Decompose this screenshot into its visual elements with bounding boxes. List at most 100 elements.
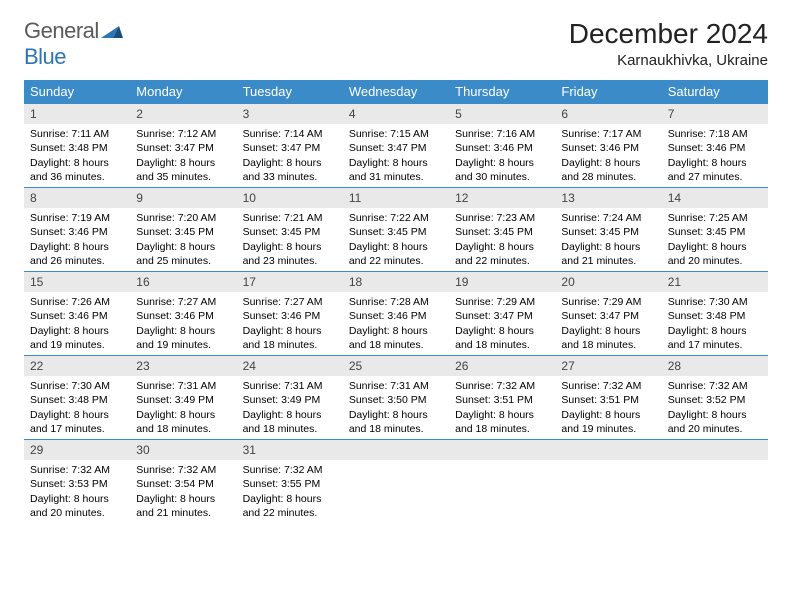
day-number: 24 <box>237 356 343 376</box>
sunset-line: Sunset: 3:51 PM <box>561 393 655 407</box>
day-number: 28 <box>662 356 768 376</box>
daylight-line: Daylight: 8 hours and 23 minutes. <box>243 240 337 268</box>
daylight-line: Daylight: 8 hours and 19 minutes. <box>136 324 230 352</box>
sunrise-line: Sunrise: 7:29 AM <box>455 295 549 309</box>
empty-day <box>343 440 449 460</box>
calendar-cell <box>662 440 768 524</box>
sunset-line: Sunset: 3:54 PM <box>136 477 230 491</box>
day-body: Sunrise: 7:32 AMSunset: 3:55 PMDaylight:… <box>237 460 343 522</box>
calendar-row: 8Sunrise: 7:19 AMSunset: 3:46 PMDaylight… <box>24 188 768 272</box>
sunset-line: Sunset: 3:47 PM <box>561 309 655 323</box>
sunrise-line: Sunrise: 7:27 AM <box>243 295 337 309</box>
daylight-line: Daylight: 8 hours and 18 minutes. <box>136 408 230 436</box>
daylight-line: Daylight: 8 hours and 36 minutes. <box>30 156 124 184</box>
sunset-line: Sunset: 3:46 PM <box>30 225 124 239</box>
calendar-cell: 16Sunrise: 7:27 AMSunset: 3:46 PMDayligh… <box>130 272 236 356</box>
sunset-line: Sunset: 3:48 PM <box>30 393 124 407</box>
calendar-cell: 20Sunrise: 7:29 AMSunset: 3:47 PMDayligh… <box>555 272 661 356</box>
day-number: 5 <box>449 104 555 124</box>
day-body: Sunrise: 7:27 AMSunset: 3:46 PMDaylight:… <box>237 292 343 354</box>
day-body: Sunrise: 7:18 AMSunset: 3:46 PMDaylight:… <box>662 124 768 186</box>
day-number: 13 <box>555 188 661 208</box>
sunset-line: Sunset: 3:45 PM <box>136 225 230 239</box>
month-title: December 2024 <box>569 18 768 50</box>
day-body: Sunrise: 7:31 AMSunset: 3:50 PMDaylight:… <box>343 376 449 438</box>
day-body: Sunrise: 7:32 AMSunset: 3:54 PMDaylight:… <box>130 460 236 522</box>
sunrise-line: Sunrise: 7:31 AM <box>136 379 230 393</box>
daylight-line: Daylight: 8 hours and 33 minutes. <box>243 156 337 184</box>
calendar-cell: 11Sunrise: 7:22 AMSunset: 3:45 PMDayligh… <box>343 188 449 272</box>
title-block: December 2024 Karnaukhivka, Ukraine <box>569 18 768 69</box>
calendar-table: Sunday Monday Tuesday Wednesday Thursday… <box>24 80 768 524</box>
calendar-cell <box>343 440 449 524</box>
calendar-cell: 24Sunrise: 7:31 AMSunset: 3:49 PMDayligh… <box>237 356 343 440</box>
day-body: Sunrise: 7:30 AMSunset: 3:48 PMDaylight:… <box>662 292 768 354</box>
sunset-line: Sunset: 3:45 PM <box>668 225 762 239</box>
day-number: 11 <box>343 188 449 208</box>
daylight-line: Daylight: 8 hours and 22 minutes. <box>455 240 549 268</box>
day-number: 20 <box>555 272 661 292</box>
weekday-header: Sunday <box>24 80 130 104</box>
daylight-line: Daylight: 8 hours and 31 minutes. <box>349 156 443 184</box>
logo-mark-icon <box>101 18 123 43</box>
daylight-line: Daylight: 8 hours and 25 minutes. <box>136 240 230 268</box>
daylight-line: Daylight: 8 hours and 30 minutes. <box>455 156 549 184</box>
daylight-line: Daylight: 8 hours and 35 minutes. <box>136 156 230 184</box>
sunset-line: Sunset: 3:46 PM <box>561 141 655 155</box>
sunset-line: Sunset: 3:48 PM <box>668 309 762 323</box>
day-body: Sunrise: 7:30 AMSunset: 3:48 PMDaylight:… <box>24 376 130 438</box>
daylight-line: Daylight: 8 hours and 18 minutes. <box>243 408 337 436</box>
daylight-line: Daylight: 8 hours and 22 minutes. <box>349 240 443 268</box>
calendar-row: 22Sunrise: 7:30 AMSunset: 3:48 PMDayligh… <box>24 356 768 440</box>
day-number: 15 <box>24 272 130 292</box>
calendar-cell: 25Sunrise: 7:31 AMSunset: 3:50 PMDayligh… <box>343 356 449 440</box>
sunrise-line: Sunrise: 7:18 AM <box>668 127 762 141</box>
daylight-line: Daylight: 8 hours and 20 minutes. <box>668 240 762 268</box>
daylight-line: Daylight: 8 hours and 18 minutes. <box>455 324 549 352</box>
sunrise-line: Sunrise: 7:31 AM <box>349 379 443 393</box>
day-number: 30 <box>130 440 236 460</box>
daylight-line: Daylight: 8 hours and 21 minutes. <box>136 492 230 520</box>
calendar-cell: 21Sunrise: 7:30 AMSunset: 3:48 PMDayligh… <box>662 272 768 356</box>
day-number: 1 <box>24 104 130 124</box>
sunset-line: Sunset: 3:49 PM <box>136 393 230 407</box>
empty-day <box>662 440 768 460</box>
day-number: 7 <box>662 104 768 124</box>
sunset-line: Sunset: 3:48 PM <box>30 141 124 155</box>
calendar-cell: 29Sunrise: 7:32 AMSunset: 3:53 PMDayligh… <box>24 440 130 524</box>
daylight-line: Daylight: 8 hours and 26 minutes. <box>30 240 124 268</box>
daylight-line: Daylight: 8 hours and 27 minutes. <box>668 156 762 184</box>
day-number: 22 <box>24 356 130 376</box>
calendar-cell <box>449 440 555 524</box>
day-number: 21 <box>662 272 768 292</box>
day-body: Sunrise: 7:20 AMSunset: 3:45 PMDaylight:… <box>130 208 236 270</box>
sunset-line: Sunset: 3:46 PM <box>136 309 230 323</box>
daylight-line: Daylight: 8 hours and 17 minutes. <box>668 324 762 352</box>
sunrise-line: Sunrise: 7:16 AM <box>455 127 549 141</box>
day-number: 25 <box>343 356 449 376</box>
day-number: 12 <box>449 188 555 208</box>
calendar-cell: 2Sunrise: 7:12 AMSunset: 3:47 PMDaylight… <box>130 104 236 188</box>
day-body: Sunrise: 7:32 AMSunset: 3:51 PMDaylight:… <box>555 376 661 438</box>
day-number: 10 <box>237 188 343 208</box>
calendar-cell: 4Sunrise: 7:15 AMSunset: 3:47 PMDaylight… <box>343 104 449 188</box>
day-number: 9 <box>130 188 236 208</box>
calendar-cell: 9Sunrise: 7:20 AMSunset: 3:45 PMDaylight… <box>130 188 236 272</box>
day-number: 29 <box>24 440 130 460</box>
weekday-header: Tuesday <box>237 80 343 104</box>
daylight-line: Daylight: 8 hours and 18 minutes. <box>349 408 443 436</box>
empty-day <box>555 440 661 460</box>
calendar-cell: 10Sunrise: 7:21 AMSunset: 3:45 PMDayligh… <box>237 188 343 272</box>
sunrise-line: Sunrise: 7:30 AM <box>30 379 124 393</box>
calendar-cell: 8Sunrise: 7:19 AMSunset: 3:46 PMDaylight… <box>24 188 130 272</box>
calendar-cell: 28Sunrise: 7:32 AMSunset: 3:52 PMDayligh… <box>662 356 768 440</box>
calendar-cell: 19Sunrise: 7:29 AMSunset: 3:47 PMDayligh… <box>449 272 555 356</box>
day-body: Sunrise: 7:28 AMSunset: 3:46 PMDaylight:… <box>343 292 449 354</box>
day-body: Sunrise: 7:25 AMSunset: 3:45 PMDaylight:… <box>662 208 768 270</box>
daylight-line: Daylight: 8 hours and 17 minutes. <box>30 408 124 436</box>
day-number: 6 <box>555 104 661 124</box>
logo-text-blue: Blue <box>24 44 66 69</box>
daylight-line: Daylight: 8 hours and 28 minutes. <box>561 156 655 184</box>
day-body: Sunrise: 7:17 AMSunset: 3:46 PMDaylight:… <box>555 124 661 186</box>
day-body: Sunrise: 7:24 AMSunset: 3:45 PMDaylight:… <box>555 208 661 270</box>
